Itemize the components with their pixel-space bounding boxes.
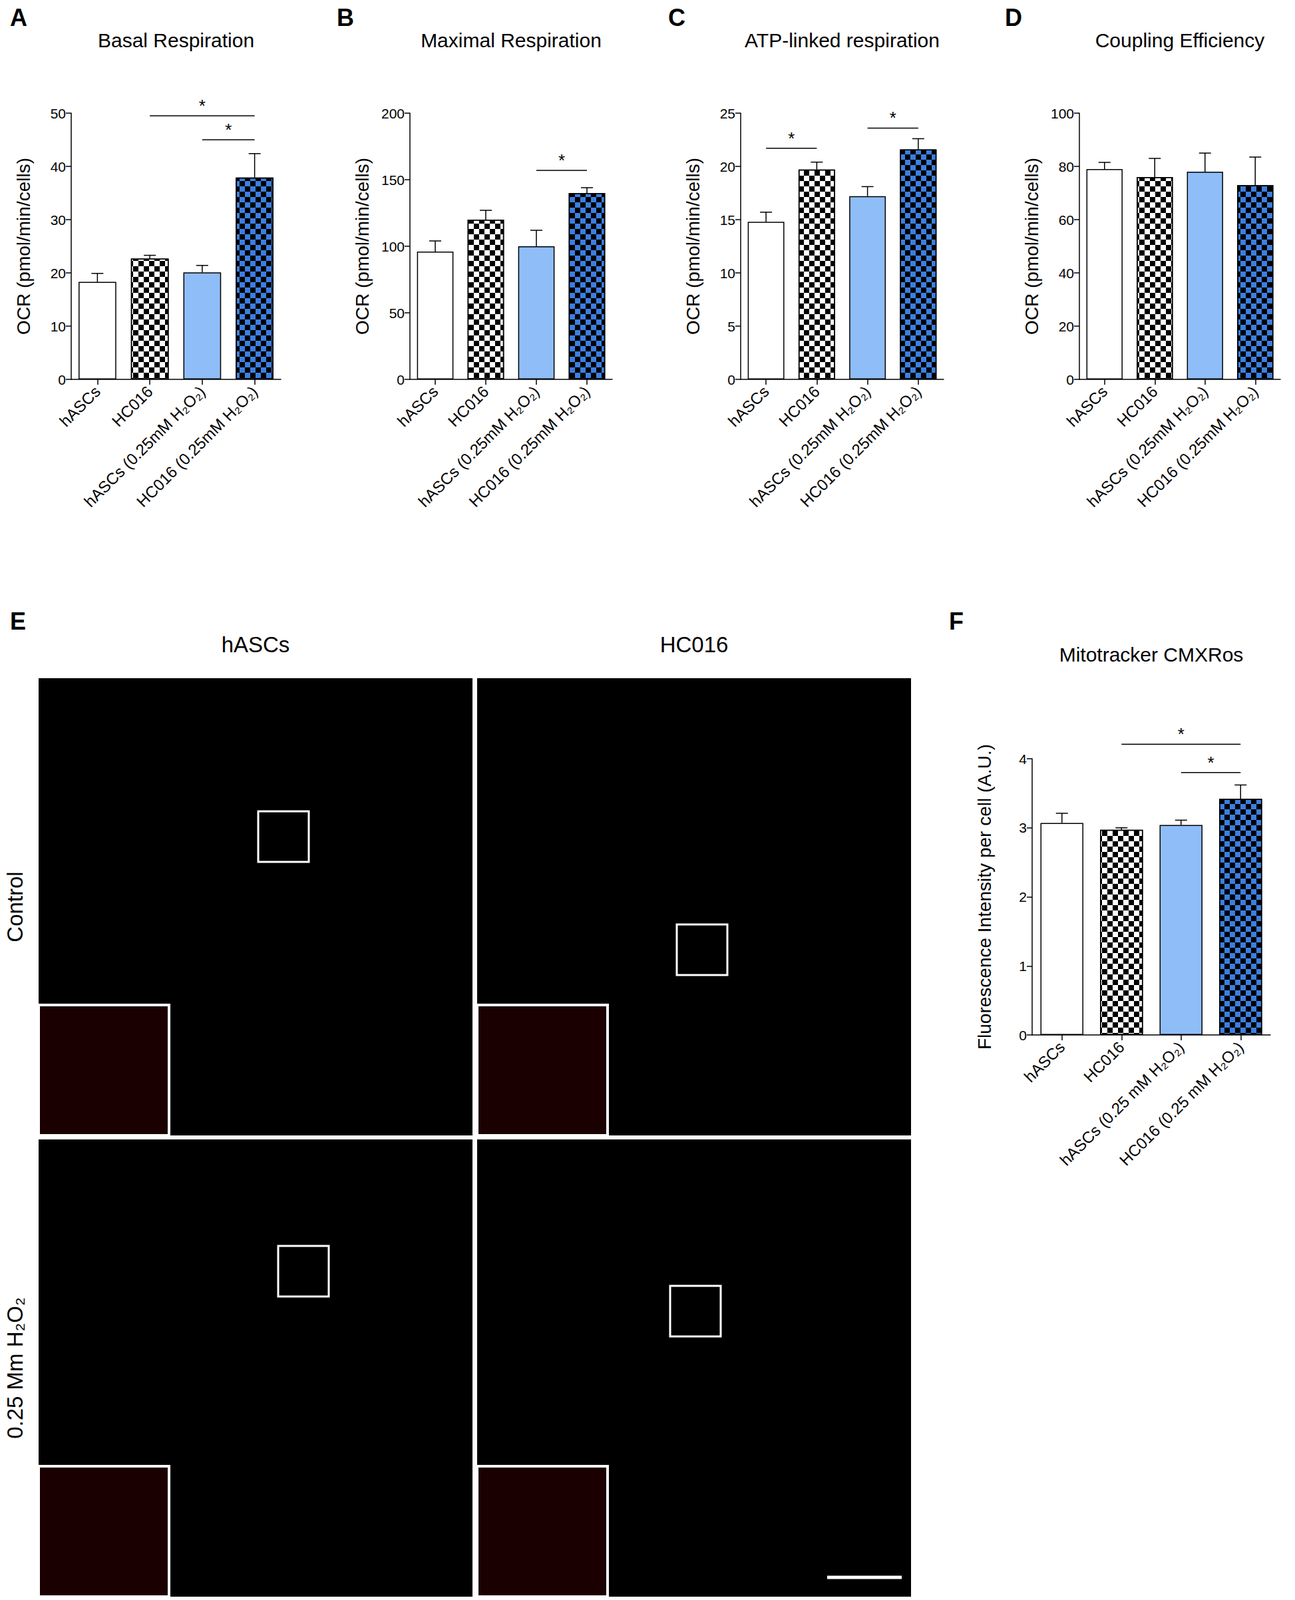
svg-text:hASCs (0.25mM H₂O₂): hASCs (0.25mM H₂O₂)	[745, 382, 874, 511]
svg-text:HC016: HC016	[1080, 1037, 1128, 1086]
svg-text:Mitotracker CMXRos: Mitotracker CMXRos	[1059, 643, 1244, 666]
svg-text:Basal Respiration: Basal Respiration	[97, 29, 255, 52]
svg-text:4: 4	[1018, 751, 1027, 767]
svg-text:C: C	[668, 3, 686, 32]
svg-text:A: A	[9, 3, 28, 32]
svg-text:3: 3	[1018, 819, 1027, 836]
svg-text:0: 0	[1066, 371, 1075, 388]
svg-text:HC016 (0.25mM H₂O₂): HC016 (0.25mM H₂O₂)	[796, 381, 925, 510]
svg-text:150: 150	[381, 172, 405, 188]
svg-text:HC016 (0.25mM H₂O₂): HC016 (0.25mM H₂O₂)	[1133, 381, 1262, 510]
svg-text:50: 50	[50, 105, 66, 122]
svg-text:hASCs: hASCs	[393, 381, 442, 430]
svg-text:100: 100	[1050, 105, 1075, 122]
svg-text:40: 40	[50, 159, 66, 175]
svg-text:hASCs (0.25mM H₂O₂): hASCs (0.25mM H₂O₂)	[80, 382, 209, 511]
svg-text:Coupling Efficiency: Coupling Efficiency	[1095, 29, 1266, 52]
svg-text:10: 10	[720, 265, 736, 281]
svg-text:B: B	[336, 3, 355, 32]
svg-text:0: 0	[727, 371, 736, 388]
svg-text:25: 25	[720, 105, 736, 122]
svg-text:50: 50	[389, 305, 405, 321]
svg-text:OCR (pmol/min/cells): OCR (pmol/min/cells)	[1021, 157, 1043, 335]
svg-text:0: 0	[396, 371, 405, 388]
svg-text:HC016 (0.25 mM H₂O₂): HC016 (0.25 mM H₂O₂)	[1115, 1037, 1248, 1169]
svg-text:Maximal Respiration: Maximal Respiration	[420, 29, 602, 52]
svg-text:E: E	[9, 607, 26, 635]
svg-text:40: 40	[1058, 265, 1075, 281]
svg-text:hASCs: hASCs	[1062, 381, 1111, 430]
svg-text:2: 2	[1018, 889, 1027, 905]
svg-text:OCR (pmol/min/cells): OCR (pmol/min/cells)	[352, 157, 373, 335]
svg-text:OCR (pmol/min/cells): OCR (pmol/min/cells)	[13, 157, 34, 335]
svg-text:HC016 (0.25mM H₂O₂): HC016 (0.25mM H₂O₂)	[133, 381, 261, 510]
svg-text:*: *	[224, 119, 232, 140]
svg-text:HC016: HC016	[775, 381, 824, 430]
svg-text:200: 200	[381, 105, 405, 122]
svg-text:100: 100	[381, 238, 405, 255]
svg-text:HC016 (0.25mM H₂O₂): HC016 (0.25mM H₂O₂)	[465, 381, 593, 510]
svg-text:Fluorescence Intensity per cel: Fluorescence Intensity per cell (A.U.)	[974, 743, 995, 1050]
svg-text:hASCs (0.25mM H₂O₂): hASCs (0.25mM H₂O₂)	[1083, 382, 1212, 511]
svg-text:*: *	[889, 107, 897, 128]
svg-text:0: 0	[1018, 1027, 1027, 1043]
svg-text:hASCs: hASCs	[221, 632, 291, 657]
svg-text:hASCs: hASCs	[1020, 1037, 1069, 1086]
svg-text:80: 80	[1058, 159, 1075, 175]
svg-text:F: F	[948, 607, 964, 635]
svg-text:HC016: HC016	[444, 381, 493, 430]
svg-text:hASCs: hASCs	[55, 381, 104, 430]
svg-text:5: 5	[727, 318, 736, 335]
svg-text:20: 20	[720, 159, 736, 175]
svg-text:*: *	[1177, 724, 1185, 744]
svg-text:0.25 Mm H₂O₂: 0.25 Mm H₂O₂	[2, 1296, 28, 1439]
svg-text:HC016: HC016	[660, 632, 729, 657]
svg-text:hASCs (0.25mM H₂O₂): hASCs (0.25mM H₂O₂)	[414, 382, 543, 511]
svg-text:OCR (pmol/min/cells): OCR (pmol/min/cells)	[682, 157, 704, 335]
svg-text:30: 30	[50, 212, 66, 228]
svg-text:20: 20	[1058, 318, 1075, 335]
svg-text:*: *	[1207, 752, 1214, 773]
svg-text:*: *	[558, 150, 565, 171]
svg-text:0: 0	[57, 371, 66, 388]
svg-text:hASCs: hASCs	[724, 381, 773, 430]
svg-text:*: *	[198, 95, 206, 116]
svg-text:HC016: HC016	[1113, 381, 1162, 430]
svg-text:HC016: HC016	[108, 381, 157, 430]
svg-text:D: D	[1004, 3, 1023, 32]
svg-text:ATP-linked respiration: ATP-linked respiration	[744, 29, 940, 52]
svg-text:10: 10	[50, 318, 66, 335]
svg-text:60: 60	[1058, 212, 1075, 228]
svg-text:15: 15	[720, 212, 736, 228]
svg-text:1: 1	[1018, 958, 1027, 974]
svg-text:hASCs (0.25 mM H₂O₂): hASCs (0.25 mM H₂O₂)	[1056, 1037, 1188, 1169]
svg-text:*: *	[787, 128, 795, 149]
svg-text:20: 20	[50, 265, 66, 281]
svg-text:Control: Control	[2, 871, 28, 942]
